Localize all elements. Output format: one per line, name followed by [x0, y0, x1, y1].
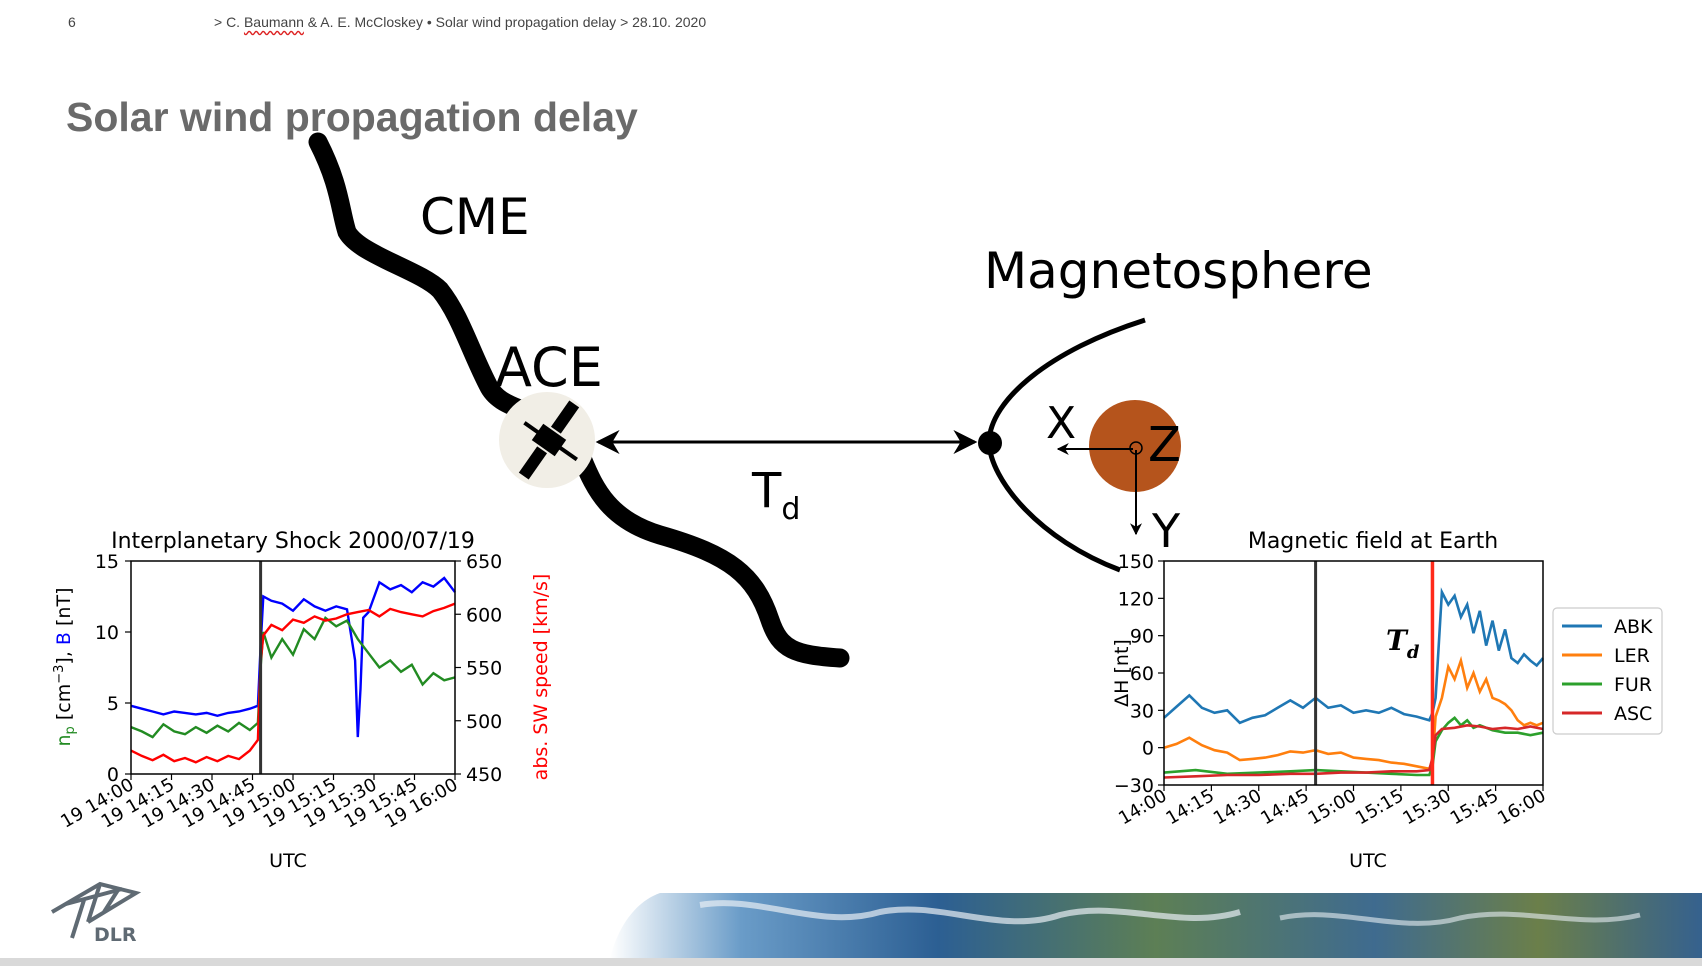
left-chart-ytick-right-label: 500 [466, 711, 502, 733]
ace-label: ACE [495, 336, 603, 399]
earth-imagery-banner [610, 893, 1702, 958]
left-ytick-label: 15 [95, 551, 119, 573]
subsolar-point [978, 431, 1002, 455]
left-ytick-label: 10 [95, 622, 119, 644]
legend-label-fur: FUR [1614, 674, 1652, 696]
page-number: 6 [68, 14, 76, 30]
right-series-abk [1163, 587, 1544, 725]
right-chart-td-annotation: Td [1386, 624, 1420, 663]
left-series-abs--sw-speed [130, 602, 456, 764]
ace-spacecraft-icon [499, 392, 595, 488]
legend-label-abk: ABK [1614, 616, 1653, 638]
right-chart-xtick-label: 14:30 [1210, 785, 1265, 829]
header-author: Baumann [243, 14, 304, 30]
right-chart-xtick-label: 14:45 [1257, 785, 1312, 829]
axis-x-label: X [1046, 398, 1076, 449]
earth-icon [1089, 400, 1181, 492]
right-chart-xtick-label: 14:15 [1162, 785, 1217, 829]
right-chart-xtick-label: 15:15 [1352, 785, 1407, 829]
right-chart-xtick-label: 15:45 [1447, 785, 1502, 829]
header-prefix: > C. [214, 14, 244, 30]
right-chart-xtick-label: 15:00 [1305, 785, 1360, 829]
header-citation: > C. Baumann & A. E. McCloskey • Solar w… [214, 14, 706, 30]
magnetosphere-label: Magnetosphere [984, 242, 1373, 300]
left-chart-ytick-right-label: 650 [466, 551, 502, 573]
axis-z-label: Z [1148, 417, 1181, 473]
right-chart-xtick-label: 15:30 [1399, 785, 1454, 829]
right-series-fur [1163, 715, 1544, 777]
dlr-logo-text: DLR [94, 924, 137, 946]
slide-title: Solar wind propagation delay [66, 94, 638, 140]
cme-wave-lower [572, 448, 850, 668]
left-chart-ytick-right-label: 550 [466, 658, 502, 680]
left-chart-title: Interplanetary Shock 2000/07/19 [111, 529, 475, 554]
legend-box [1552, 607, 1663, 735]
left-chart-ytick-right-label: 450 [466, 764, 502, 786]
left-chart-ylabel-right: abs. SW speed [km/s] [530, 574, 552, 781]
right-chart-xtick-label: 16:00 [1494, 785, 1549, 829]
right-chart-ytick-label: 30 [1130, 700, 1154, 722]
right-series-ler [1163, 655, 1544, 771]
dlr-logo: DLR [50, 881, 142, 946]
interplanetary-shock-chart: Interplanetary Shock 2000/07/19 0 5 10 15 450… [52, 529, 552, 872]
cme-wave-tip [833, 651, 846, 667]
td-label: Td [751, 463, 800, 527]
left-chart-ytick-right-label: 600 [466, 604, 502, 626]
legend-label-asc: ASC [1614, 703, 1652, 725]
axis-y-label: Y [1151, 504, 1181, 558]
footer-bar [0, 958, 1702, 966]
right-chart-ytick-label: −30 [1114, 775, 1154, 797]
left-chart-xlabel: UTC [269, 850, 307, 872]
left-ytick-label: 0 [107, 764, 119, 786]
right-chart-title: Magnetic field at Earth [1248, 529, 1498, 554]
magnetic-field-chart: Magnetic field at Earth −30 0 30 60 90 120 150 1… [1111, 529, 1663, 872]
cme-wave [308, 132, 532, 420]
right-chart-ytick-label: 60 [1130, 663, 1154, 685]
legend-label-ler: LER [1614, 645, 1650, 667]
left-series-n-p [130, 615, 456, 739]
right-chart-xlabel: UTC [1349, 850, 1387, 872]
right-chart-ytick-label: 0 [1142, 738, 1154, 760]
right-chart-ylabel: ΔH [nt] [1111, 639, 1133, 707]
left-ytick-label: 5 [107, 693, 119, 715]
right-chart-ytick-label: 150 [1118, 551, 1154, 573]
right-chart-ytick-label: 120 [1118, 588, 1154, 610]
header-rest: & A. E. McCloskey • Solar wind propagati… [303, 14, 707, 30]
right-chart-ytick-label: 90 [1130, 626, 1154, 648]
left-chart-ylabel: np [cm−3], B [nT] [52, 588, 78, 747]
left-series-b [130, 576, 456, 738]
right-chart-legend: ABK LER FUR ASC [1552, 607, 1663, 735]
cme-label: CME [420, 188, 530, 246]
